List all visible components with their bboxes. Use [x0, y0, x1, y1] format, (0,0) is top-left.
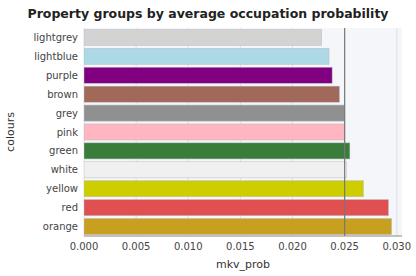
bar [84, 48, 329, 64]
grid-line [396, 28, 397, 236]
grid-line [344, 28, 345, 236]
y-tick-label: green [49, 145, 78, 156]
bar [84, 200, 388, 216]
bar [84, 143, 350, 159]
bar [84, 67, 332, 83]
y-tick-label: white [51, 164, 78, 175]
x-axis-line [84, 236, 402, 237]
bar [84, 219, 392, 235]
bars [84, 28, 392, 236]
chart-container: 0.000 0.005 0.010 0.015 0.020 0.025 0.030 orang… [0, 0, 416, 276]
plot-background [84, 28, 402, 236]
x-tick-label: 0.000 [70, 241, 99, 252]
reference-line [344, 28, 345, 236]
x-tick-label: 0.030 [382, 241, 411, 252]
x-tick-label: 0.015 [226, 241, 255, 252]
y-tick-label: pink [57, 127, 78, 138]
x-tick-label: 0.005 [122, 241, 151, 252]
bar [84, 162, 347, 178]
y-tick-label: grey [56, 108, 78, 119]
bar [84, 29, 322, 45]
title: Property groups by average occupation pr… [28, 6, 389, 21]
bar [84, 181, 363, 197]
x-tick-label: 0.020 [278, 241, 307, 252]
x-tick-label: 0.025 [330, 241, 359, 252]
y-tick-label: yellow [46, 183, 78, 194]
chart-svg: 0.000 0.005 0.010 0.015 0.020 0.025 0.030 orang… [0, 0, 416, 276]
y-tick-label: orange [43, 221, 78, 232]
y-tick-label: purple [46, 70, 78, 81]
bar [84, 86, 339, 102]
y-tick-label: red [62, 202, 78, 213]
x-tick-label: 0.010 [174, 241, 203, 252]
y-tick-label: lightgrey [34, 32, 79, 43]
bar [84, 105, 345, 121]
bar [84, 124, 345, 140]
x-axis-label: mkv_prob [216, 258, 270, 271]
y-tick-label: lightblue [34, 51, 78, 62]
y-axis-label: colours [4, 112, 17, 152]
y-tick-label: brown [47, 89, 78, 100]
